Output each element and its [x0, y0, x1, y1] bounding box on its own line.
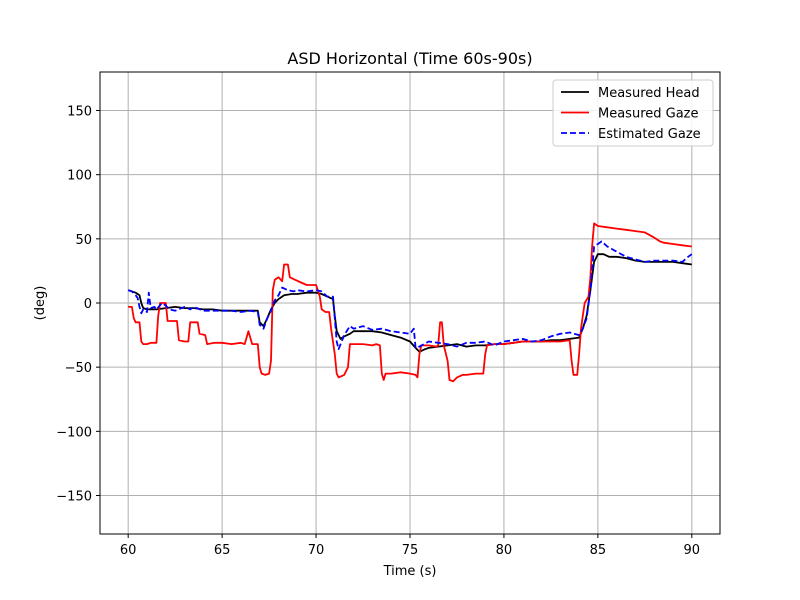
x-axis-label: Time (s): [383, 564, 437, 579]
ticks: 60 65 70 75 80 85 90 −150 −100 −50 0 50 100 150: [56, 105, 700, 559]
x-tick-label: 70: [308, 543, 325, 558]
x-tick-label: 85: [590, 543, 607, 558]
legend-box: [552, 79, 714, 147]
grid: [100, 72, 720, 534]
series-group: [127, 222, 693, 383]
x-tick-label: 65: [214, 543, 231, 558]
x-tick-label: 80: [496, 543, 513, 558]
legend: Measured Head Measured Gaze Estimated Gaze: [552, 79, 714, 147]
y-tick-label: 100: [67, 169, 92, 184]
series-line-estimated-gaze: [127, 240, 693, 351]
legend-label: Measured Gaze: [598, 107, 699, 122]
x-tick-label: 75: [402, 543, 419, 558]
chart-title: ASD Horizontal (Time 60s-90s): [287, 49, 532, 68]
y-tick-label: −100: [56, 425, 92, 440]
y-axis-label: (deg): [33, 286, 48, 321]
y-tick-label: −150: [56, 490, 92, 505]
legend-label: Measured Head: [598, 86, 700, 101]
series-line-measured-gaze: [128, 222, 692, 383]
y-tick-label: 150: [67, 105, 92, 120]
x-tick-label: 90: [684, 543, 701, 558]
y-tick-label: 0: [84, 297, 92, 312]
y-tick-label: 50: [75, 233, 92, 248]
legend-label: Estimated Gaze: [598, 127, 701, 142]
x-tick-label: 60: [120, 543, 137, 558]
y-tick-label: −50: [65, 361, 92, 376]
